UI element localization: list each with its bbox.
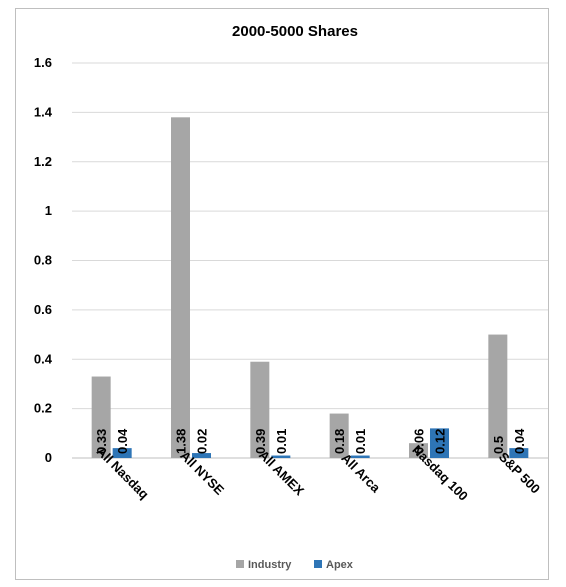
y-axis: 0 0.2 0.4 0.6 0.8 1 1.2 1.4 1.6 [34, 55, 53, 465]
data-label: 0.04 [115, 428, 130, 454]
y-tick-label: 1.4 [34, 104, 53, 119]
grid [72, 63, 548, 458]
x-axis: All Nasdaq All NYSE All AMEX All Arca Nasdaq… [94, 442, 543, 504]
data-label: 0.18 [332, 429, 347, 454]
legend-swatch-industry [236, 560, 244, 568]
y-tick-label: 0 [45, 450, 52, 465]
data-label: 0.01 [353, 429, 368, 454]
y-tick-label: 1.2 [34, 154, 52, 169]
bars: 0.33 0.04 1.38 0.02 0.39 0.01 0.18 0.01 0.06 0.12… [92, 117, 529, 458]
legend-label-industry: Industry [248, 559, 292, 571]
legend: Industry Apex [236, 559, 354, 571]
legend-swatch-apex [314, 560, 322, 568]
y-tick-label: 0.2 [34, 401, 52, 416]
bar-industry [171, 117, 190, 458]
legend-label-apex: Apex [326, 559, 354, 571]
chart-title: 2000-5000 Shares [232, 23, 358, 40]
data-label: 0.02 [195, 429, 210, 454]
data-label: 0.12 [433, 429, 448, 454]
y-tick-label: 1 [45, 203, 52, 218]
y-tick-label: 1.6 [34, 55, 52, 70]
y-tick-label: 0.8 [34, 253, 52, 268]
data-label: 0.01 [274, 429, 289, 454]
data-label: 0.04 [512, 428, 527, 454]
y-tick-label: 0.4 [34, 351, 53, 366]
y-tick-label: 0.6 [34, 302, 52, 317]
